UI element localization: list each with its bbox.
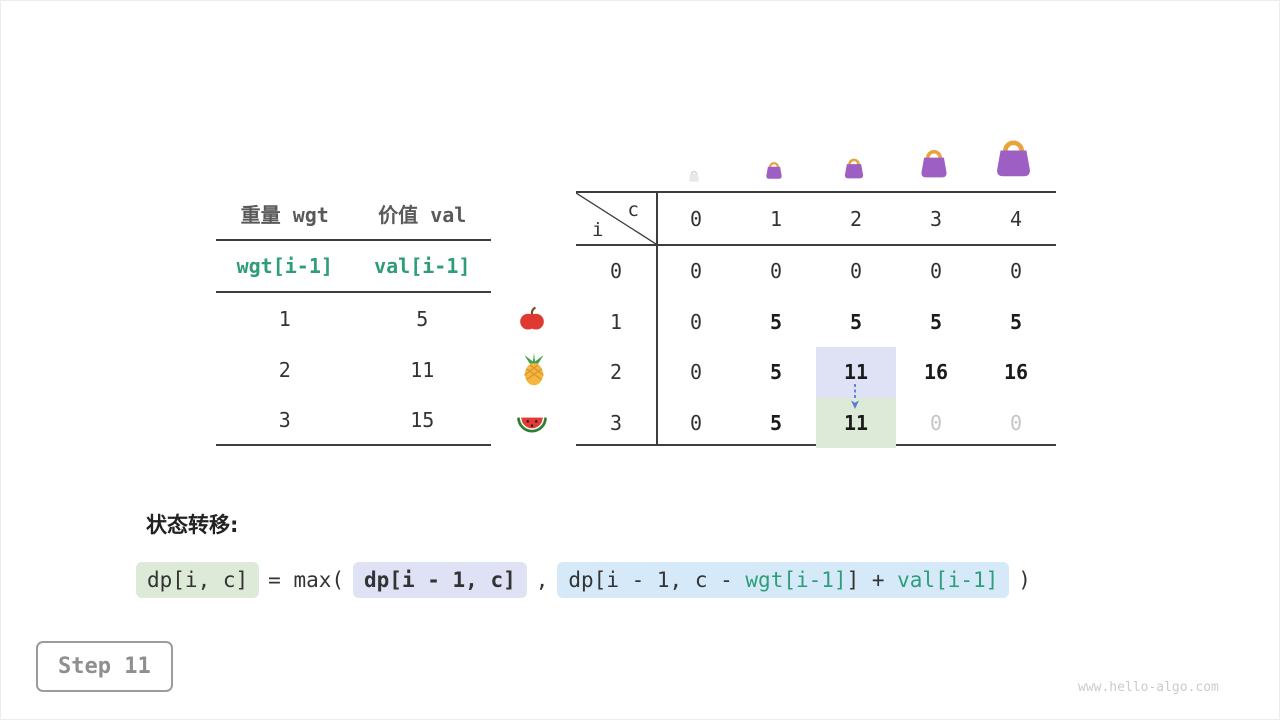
item-weight: 3 [278, 407, 291, 432]
dp-cell-source-highlighted: 11 [816, 347, 896, 398]
dp-col-header: 4 [1009, 206, 1023, 231]
step-badge: Step 11 [36, 641, 173, 692]
state-transition-label: 状态转移: [146, 513, 239, 537]
diagonal-line [576, 193, 656, 244]
variables-row: wgt[i-1] val[i-1] [216, 241, 491, 293]
value-column-header: 价值 val [378, 202, 467, 227]
dp-cell: 0 [689, 309, 703, 334]
dp-cell: 5 [929, 309, 943, 334]
dp-cell: 0 [849, 259, 863, 284]
dp-cell: 0 [1009, 410, 1023, 435]
watermelon-icon [515, 407, 549, 441]
dp-row-header: 3 [609, 410, 623, 435]
weight-column-header: 重量 wgt [240, 202, 329, 227]
formula-arg1: dp[i - 1, c] [353, 562, 527, 598]
item-value: 5 [416, 306, 429, 331]
item-weight: 1 [278, 306, 291, 331]
bag-small-icon [763, 159, 785, 181]
dp-row-header: 1 [609, 309, 623, 334]
dp-cell: 0 [1009, 259, 1023, 284]
bag-large-icon [916, 145, 952, 181]
item-row: 3 15 [216, 395, 491, 446]
dp-cell: 0 [929, 410, 943, 435]
transition-arrow-icon [851, 384, 859, 409]
formula-separator: , [535, 568, 549, 592]
dp-cell: 5 [769, 360, 783, 385]
dp-cell: 16 [923, 360, 949, 385]
dp-table-header: c i 0 1 2 3 4 [576, 193, 1056, 246]
item-row: 2 11 [216, 344, 491, 395]
dp-row: 0 0 0 0 0 0 [576, 246, 1056, 297]
capacity-axis-label: c [627, 199, 639, 221]
dp-cell: 0 [689, 360, 703, 385]
dp-cell: 5 [849, 309, 863, 334]
apple-icon [518, 305, 546, 333]
pineapple-icon [517, 353, 551, 387]
item-value: 11 [410, 357, 435, 382]
items-table: 重量 wgt 价值 val wgt[i-1] val[i-1] 1 5 2 11… [216, 187, 491, 446]
dp-cell: 5 [1009, 309, 1023, 334]
watermark: www.hello-algo.com [1078, 680, 1219, 695]
bag-xlarge-icon [990, 134, 1037, 181]
dp-cell: 0 [689, 410, 703, 435]
formula-arg2-mid: ] + [846, 568, 898, 592]
formula-arg2-prefix: dp[i - 1, c - [568, 568, 746, 592]
dp-cell: 5 [769, 410, 783, 435]
dp-col-header: 2 [849, 206, 863, 231]
dp-table-divider [656, 193, 658, 444]
dp-col-header: 1 [769, 206, 783, 231]
items-table-header: 重量 wgt 价值 val [216, 187, 491, 241]
dp-corner-cell: c i [576, 193, 656, 244]
dp-col-header: 0 [689, 206, 703, 231]
dp-row: 1 0 5 5 5 5 [576, 297, 1056, 348]
dp-row-header: 0 [609, 259, 623, 284]
dp-row-header: 2 [609, 360, 623, 385]
formula-lhs: dp[i, c] [136, 562, 260, 598]
formula-arg2-wgt: wgt[i-1] [745, 568, 847, 592]
dp-table: c i 0 1 2 3 4 0 0 0 0 0 0 1 0 5 5 5 5 2 [576, 191, 1056, 448]
dp-cell: 0 [929, 259, 943, 284]
bag-medium-icon [841, 155, 867, 181]
formula-close-paren: ) [1018, 568, 1031, 592]
item-value: 15 [410, 407, 435, 432]
val-variable-label: val[i-1] [374, 254, 471, 278]
dp-col-header: 3 [929, 206, 943, 231]
dp-row: 3 0 5 11 0 0 [576, 397, 1056, 448]
formula-arg2-val: val[i-1] [897, 568, 999, 592]
dp-cell: 0 [769, 259, 783, 284]
item-weight: 2 [278, 357, 291, 382]
wgt-variable-label: wgt[i-1] [236, 254, 333, 278]
dp-row: 2 0 5 11 16 16 [576, 347, 1056, 398]
item-axis-label: i [592, 219, 604, 241]
formula-operator: = max( [268, 568, 345, 592]
dp-cell-target-highlighted: 11 [816, 397, 896, 448]
item-row: 1 5 [216, 293, 491, 344]
dp-formula: dp[i, c] = max( dp[i - 1, c] , dp[i - 1,… [136, 562, 1031, 598]
dp-cell: 0 [689, 259, 703, 284]
bag-tiny-icon [687, 169, 701, 183]
formula-arg2: dp[i - 1, c - wgt[i-1]] + val[i-1] [557, 562, 1010, 598]
dp-cell: 5 [769, 309, 783, 334]
dp-cell: 16 [1003, 360, 1029, 385]
